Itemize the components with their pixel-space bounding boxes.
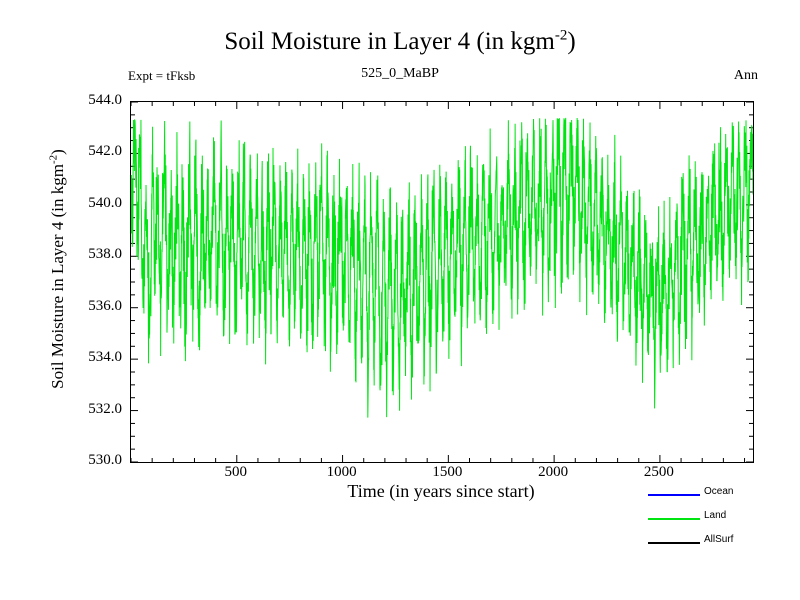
period-label: Ann: [733, 68, 758, 83]
legend-item-land[interactable]: Land: [648, 508, 788, 532]
run-label: 525_0_MaBP: [361, 66, 439, 81]
y-tick-label: 542.0: [88, 143, 122, 160]
page-title-main: Soil Moisture in Layer 4 (in kgm: [224, 28, 555, 55]
y-axis-title-tail: ): [48, 149, 67, 155]
y-tick-label: 544.0: [88, 92, 122, 108]
x-tick-label: 500: [224, 464, 248, 480]
y-tick-label: 534.0: [88, 349, 122, 366]
legend-label: Ocean: [704, 486, 734, 497]
legend-swatch-icon: [648, 494, 700, 496]
x-axis-tick-labels: 500 1000 1500 2000 2500: [130, 464, 752, 484]
x-tick-label: 1000: [326, 464, 357, 480]
x-tick-label: 2000: [538, 464, 569, 480]
page-title-exponent: -2: [554, 27, 568, 44]
y-axis-title-main: Soil Moisture in Layer 4 (in kgm: [48, 164, 67, 389]
y-tick-label: 536.0: [88, 297, 122, 314]
legend-swatch-icon: [648, 542, 700, 544]
x-axis-title: Time (in years since start): [347, 481, 535, 501]
page-title-tail: ): [567, 28, 576, 55]
y-tick-label: 532.0: [88, 400, 122, 417]
y-tick-label: 538.0: [88, 246, 122, 263]
legend: Ocean Land AllSurf: [648, 484, 788, 556]
y-tick-label: 530.0: [88, 452, 122, 468]
y-axis-title-exponent: -2: [47, 154, 60, 165]
plot-area: [130, 101, 754, 463]
y-axis-tick-labels: 530.0 532.0 534.0 536.0 538.0 540.0 542.0 544.0: [66, 0, 122, 600]
legend-label: AllSurf: [704, 534, 734, 545]
legend-swatch-icon: [648, 518, 700, 520]
legend-item-allsurf[interactable]: AllSurf: [648, 532, 788, 556]
x-tick-label: 2500: [643, 464, 674, 480]
experiment-label: Expt = tFksb: [128, 68, 196, 83]
legend-item-ocean[interactable]: Ocean: [648, 484, 788, 508]
legend-label: Land: [704, 510, 727, 521]
plot-canvas: [131, 102, 753, 462]
x-tick-label: 1500: [432, 464, 463, 480]
page-title: Soil Moisture in Layer 4 (in kgm-2): [0, 28, 800, 56]
y-tick-label: 540.0: [88, 194, 122, 211]
